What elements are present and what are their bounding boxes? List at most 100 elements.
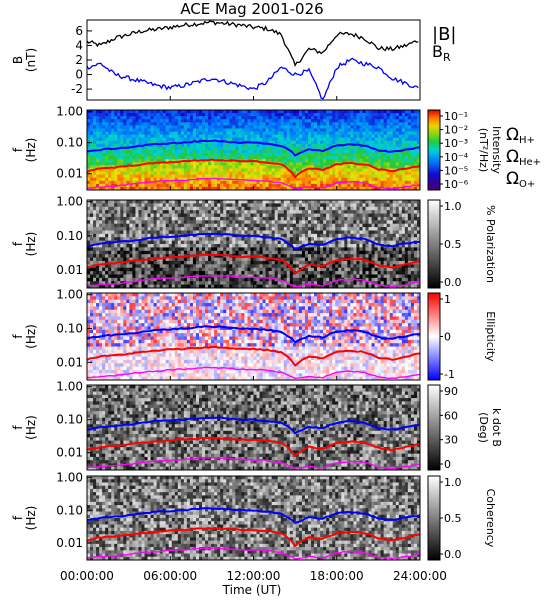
he-plus-line xyxy=(87,526,420,548)
o-plus-line xyxy=(87,546,420,560)
y-tick-label: 1.00 xyxy=(56,471,83,485)
x-tick-label: 12:00:00 xyxy=(227,569,281,583)
panels-group: 6420-2|B|BRB(nT)1.000.100.0110⁻¹10⁻²10⁻³… xyxy=(11,19,541,561)
colorbar-tick-label: 0.0 xyxy=(444,548,462,561)
y-tick-label: 0.01 xyxy=(56,536,83,550)
y-tick-label: 1.00 xyxy=(56,195,83,209)
x-tick-label: 24:00:00 xyxy=(393,569,447,583)
colorbar-tick-label: 30 xyxy=(444,434,458,447)
colorbar-tick-label: 1 xyxy=(444,293,451,306)
y-tick-label: 0.10 xyxy=(56,229,83,243)
panel-intensity: 1.00 0.10 0.01 10⁻¹10⁻²10⁻³10⁻⁴10⁻⁵10⁻⁶ Inte… xyxy=(11,105,541,191)
colorbar xyxy=(427,475,441,561)
y-axis-title: f(Hz) xyxy=(11,232,38,257)
spectrogram-ellipticity xyxy=(87,293,420,380)
colorbar-tick-label: 0 xyxy=(444,331,451,344)
y-tick-label: 1.00 xyxy=(56,380,83,394)
h-plus-line xyxy=(87,139,420,157)
x-tick-label: 18:00:00 xyxy=(310,569,364,583)
colorbar-tick-label: 1.0 xyxy=(444,476,462,489)
colorbar xyxy=(427,292,441,381)
y-tick-label: 0.01 xyxy=(56,446,83,460)
colorbar xyxy=(427,384,441,471)
gyro-label-0: ΩH+ xyxy=(506,125,535,146)
y-tick-label: -2 xyxy=(71,82,83,96)
spectrogram-intensity xyxy=(87,110,420,190)
y-axis-title: f(Hz) xyxy=(11,138,38,163)
he-plus-line xyxy=(87,253,420,275)
gyrofrequency-legend: ΩH+ΩHe+ΩO+ xyxy=(506,125,541,190)
colorbar-tick-label: 10⁻¹ xyxy=(444,110,468,123)
h-plus-line xyxy=(87,507,420,524)
y-tick-label: 0.10 xyxy=(56,322,83,336)
y-axis-title: f(Hz) xyxy=(11,324,38,349)
y-tick-label: 0.10 xyxy=(56,413,83,427)
legend-b-r: BR xyxy=(432,42,451,64)
y-tick-label: 1.00 xyxy=(56,105,83,119)
y-tick-label: 0 xyxy=(75,68,83,82)
o-plus-line xyxy=(87,177,420,190)
colorbar-tick-label: 10⁻³ xyxy=(444,137,468,150)
colorbar-label: k dot B(Deg) xyxy=(477,408,503,447)
y-axis-title: f(Hz) xyxy=(11,415,38,440)
colorbar-tick-label: 10⁻⁴ xyxy=(444,151,469,164)
x-tick-label: 06:00:00 xyxy=(143,569,197,583)
panel-kdotb: 1.00 0.10 0.01 90 60 30 0 k dot B(Deg) f(Hz) xyxy=(11,380,503,471)
h-plus-line xyxy=(87,232,420,251)
colorbar-label: Ellipticity xyxy=(484,311,497,362)
colorbar-tick-label: 1.0 xyxy=(444,200,462,213)
h-plus-line xyxy=(87,325,420,344)
x-axis-labels: 00:00:00 06:00:00 12:00:00 18:00:00 24:00:00 xyxy=(60,569,447,583)
colorbar xyxy=(427,199,441,289)
colorbar xyxy=(427,109,441,191)
x-axis-title: Time (UT) xyxy=(222,583,282,597)
colorbar-tick-label: 0 xyxy=(444,458,451,471)
colorbar-tick-label: -1 xyxy=(444,368,455,381)
y-axis-title: B(nT) xyxy=(11,48,38,72)
colorbar-tick-label: 0.0 xyxy=(444,276,462,289)
y-tick-label: 1.00 xyxy=(56,288,83,302)
y-tick-label: 6 xyxy=(75,24,83,38)
colorbar-label: % Polarization xyxy=(484,205,497,283)
series-b-r xyxy=(87,57,419,100)
colorbar-tick-label: 0.5 xyxy=(444,238,462,251)
panel-polarization: 1.00 0.10 0.01 1.0 0.5 0.0 % Polarization f(Hz) xyxy=(11,195,497,289)
y-tick-label: 2 xyxy=(75,53,83,67)
colorbar-tick-label: 10⁻² xyxy=(444,124,468,137)
h-plus-line xyxy=(87,416,420,435)
he-plus-line xyxy=(87,158,420,179)
y-axis-title: f(Hz) xyxy=(11,506,38,531)
y-tick-label: 0.01 xyxy=(56,167,83,181)
o-plus-line xyxy=(87,274,420,288)
o-plus-line xyxy=(87,456,420,470)
colorbar-tick-label: 10⁻⁶ xyxy=(444,178,469,191)
spectrogram-polarization xyxy=(87,200,420,288)
he-plus-line xyxy=(87,436,420,457)
panel-coherency: 1.00 0.10 0.01 1.0 0.5 0.0 Coherency f(Hz) xyxy=(11,471,497,561)
he-plus-line xyxy=(87,345,420,367)
colorbar-tick-label: 60 xyxy=(444,409,458,422)
colorbar-tick-label: 90 xyxy=(444,385,458,398)
spectrogram-kdotb xyxy=(87,385,420,470)
spectrogram-coherency xyxy=(87,476,420,560)
o-plus-line xyxy=(87,366,420,380)
colorbar-label: Intensity(nT²/Hz) xyxy=(477,126,503,174)
legend-b-total: |B| xyxy=(432,24,456,45)
series-b-total xyxy=(87,20,419,68)
y-tick-label: 0.10 xyxy=(56,136,83,150)
y-tick-label: 4 xyxy=(75,38,83,52)
y-tick-label: 0.10 xyxy=(56,503,83,517)
y-tick-label: 0.01 xyxy=(56,355,83,369)
gyro-label-1: ΩHe+ xyxy=(506,147,541,168)
colorbar-tick-label: 0.5 xyxy=(444,512,462,525)
gyro-label-2: ΩO+ xyxy=(506,169,535,190)
panel-ellipticity: 1.00 0.10 0.01 1 0 -1 Ellipticity f(Hz) xyxy=(11,288,497,381)
y-tick-label: 0.01 xyxy=(56,263,83,277)
legend: |B|BR xyxy=(432,24,456,64)
colorbar-tick-label: 10⁻⁵ xyxy=(444,164,468,177)
colorbar-label: Coherency xyxy=(484,489,497,548)
x-tick-label: 00:00:00 xyxy=(60,569,114,583)
chart-title: ACE Mag 2001-026 xyxy=(180,0,323,18)
